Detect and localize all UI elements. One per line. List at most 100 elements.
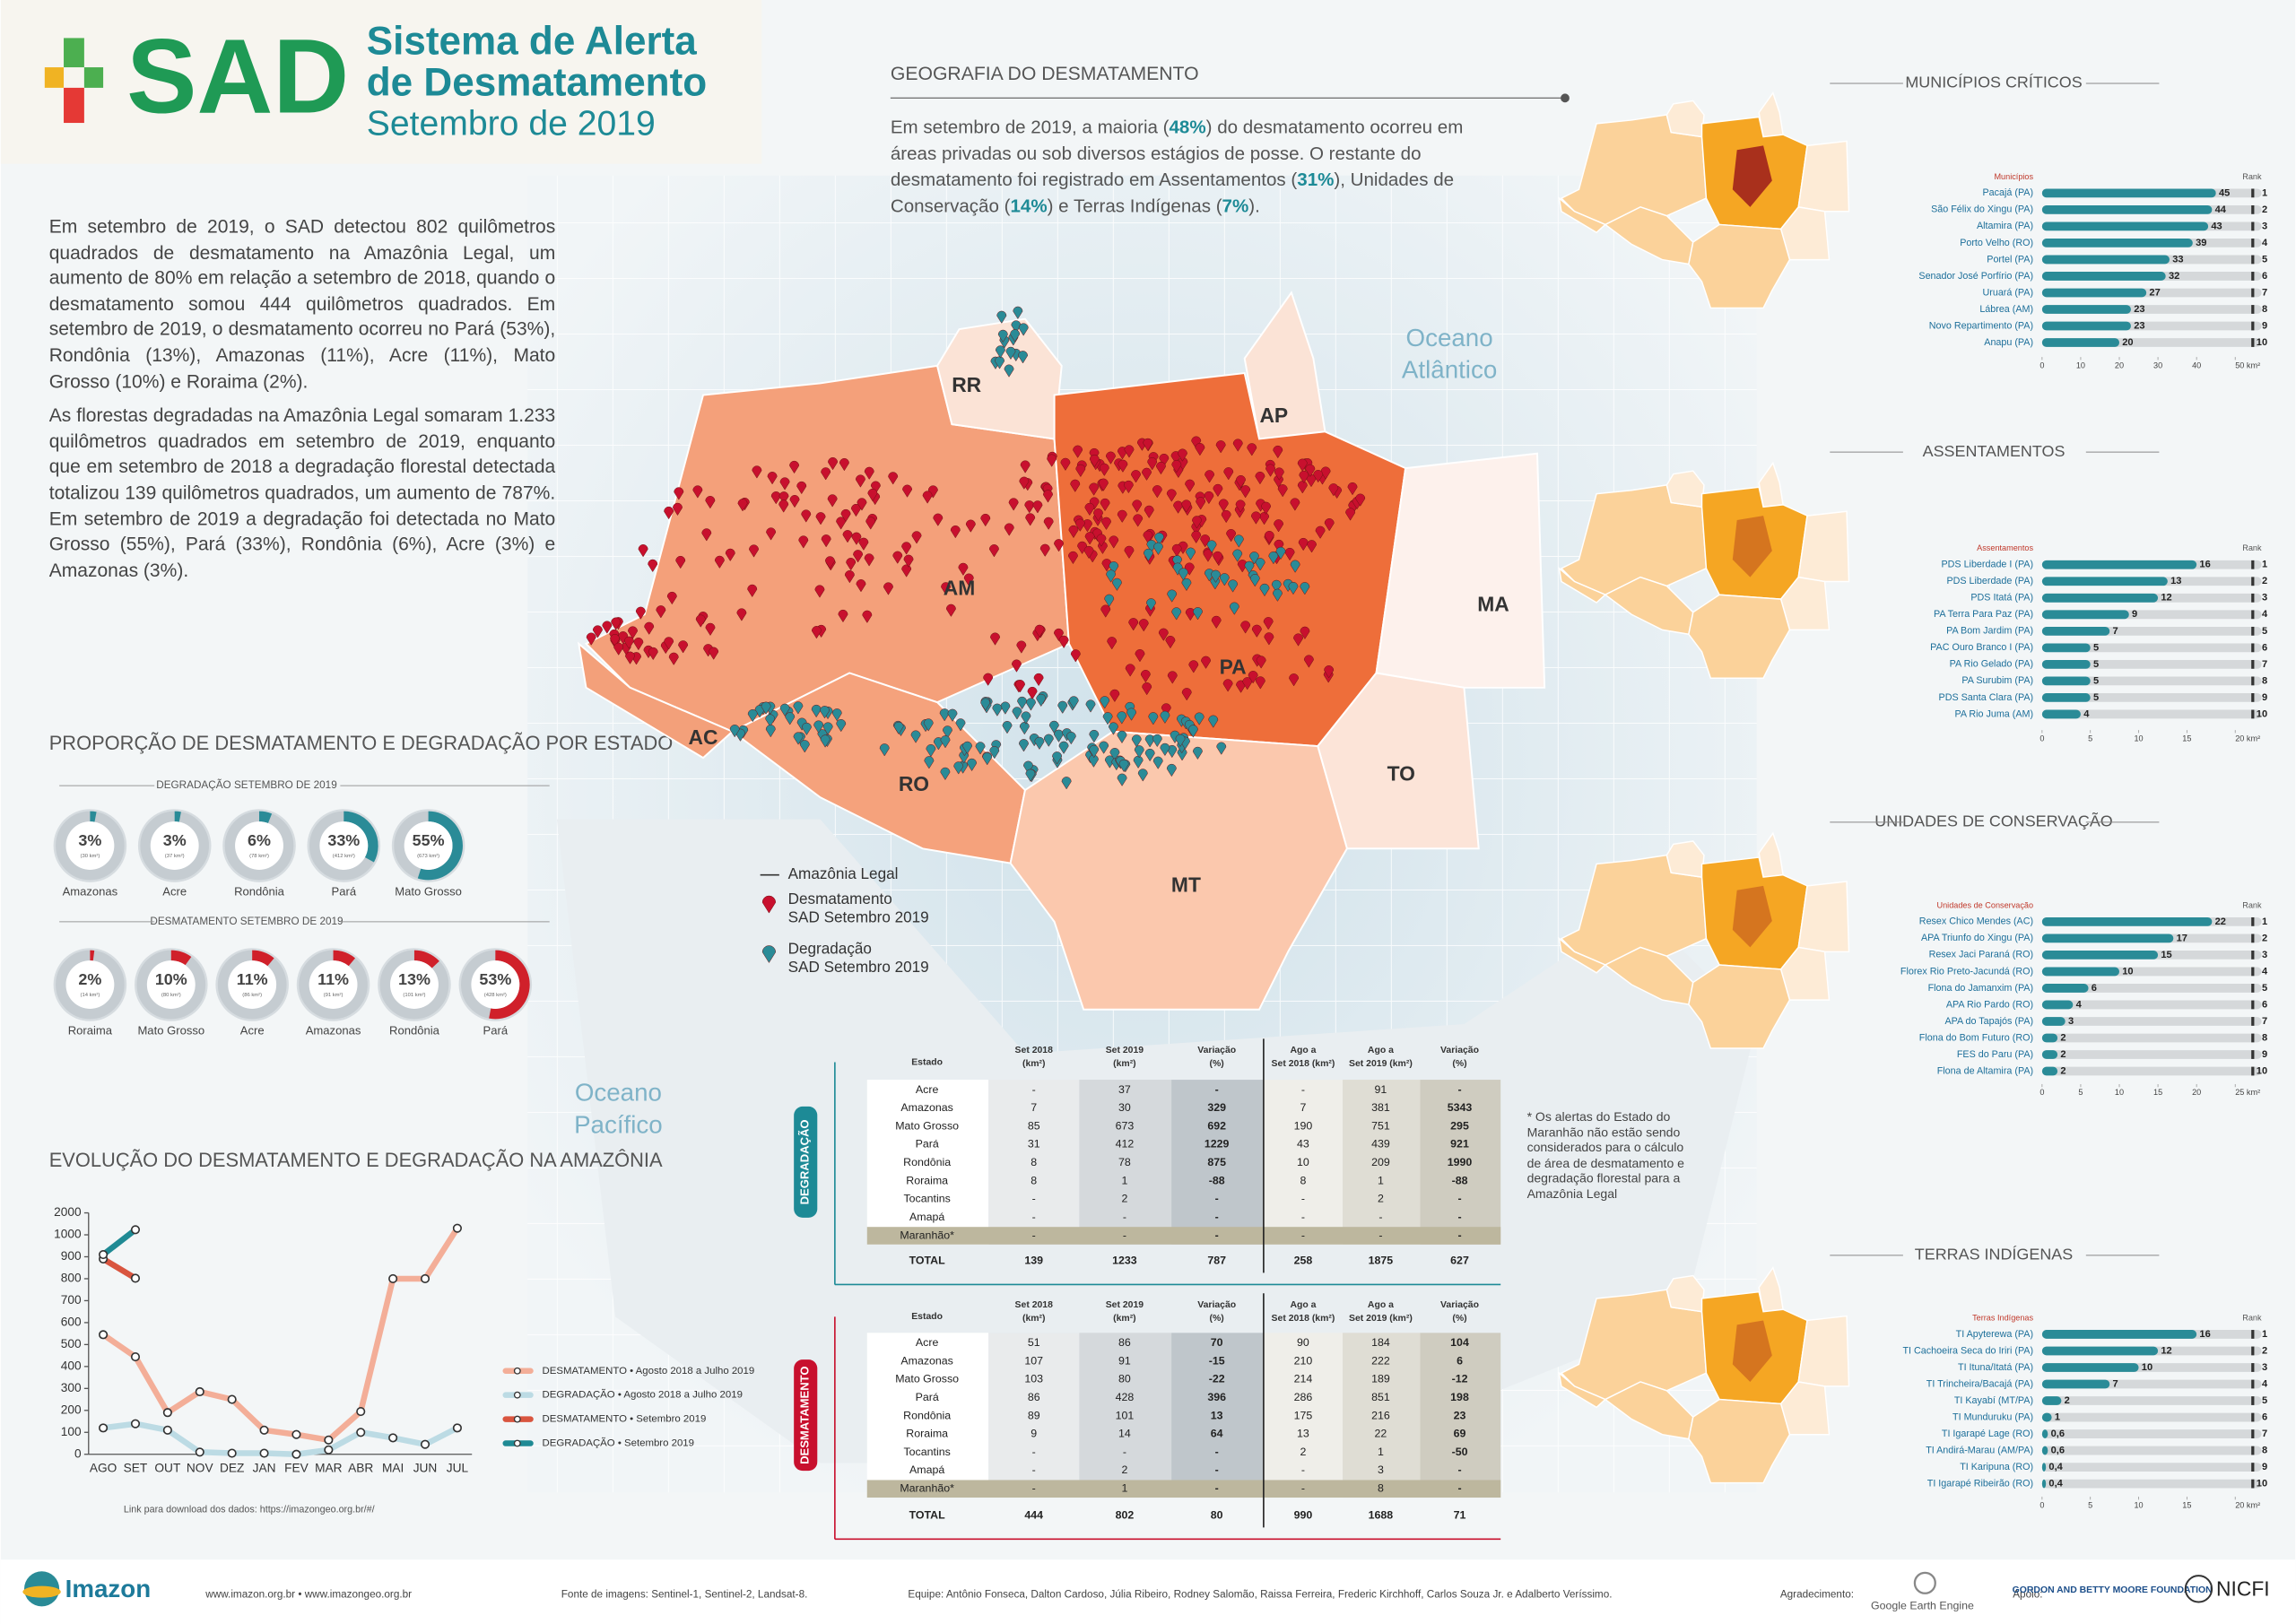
table-cell: 103 <box>1024 1373 1043 1385</box>
rank-box <box>2251 984 2255 993</box>
map-pin <box>648 647 658 661</box>
table-cell: Amapá <box>909 1211 944 1223</box>
x-tick-label: 10 <box>2134 1500 2143 1509</box>
table-cell: 91 <box>1118 1354 1131 1367</box>
map-pin <box>656 605 666 619</box>
table-cell: 80 <box>1118 1373 1131 1385</box>
column-bg <box>1420 1333 1501 1498</box>
category-label: TI Apyterewa (PA) <box>1956 1329 2033 1340</box>
map-pin <box>1117 773 1127 786</box>
map-pin <box>821 467 831 481</box>
legend-dot <box>513 1391 521 1399</box>
donut-area: (91 km²) <box>324 993 344 998</box>
state-label: AP <box>1259 404 1288 427</box>
map-pin <box>737 499 748 512</box>
bar <box>2041 916 2213 926</box>
x-tick-label: 10 <box>2115 1088 2124 1097</box>
table-header: (%) <box>1452 1059 1466 1069</box>
table-cell: - <box>1215 1211 1219 1223</box>
map-pin <box>1166 489 1177 502</box>
bar <box>2041 934 2174 943</box>
donut-center <box>319 821 369 870</box>
logo-green2 <box>83 67 104 88</box>
donut-value: 6% <box>248 831 271 849</box>
map-pin <box>1102 712 1113 725</box>
table-cell: 14 <box>1118 1428 1131 1440</box>
donut-area: (86 km²) <box>242 993 262 998</box>
map-pin <box>1128 618 1139 631</box>
mini-state <box>1688 594 1791 679</box>
map-pin <box>1248 671 1258 684</box>
y-tick-label: 0 <box>74 1446 82 1460</box>
mini-state <box>1604 206 1694 265</box>
value-label: 45 <box>2219 187 2230 198</box>
map-pin <box>1048 720 1059 734</box>
category-label: PAC Ouro Branco I (PA) <box>1930 642 2033 653</box>
table-total: 787 <box>1207 1255 1226 1267</box>
map-pin <box>1215 440 1226 454</box>
rank-box <box>2251 560 2255 569</box>
map-pin <box>933 513 944 526</box>
bar-track <box>2041 1479 2262 1489</box>
donut-area: (14 km²) <box>80 993 100 998</box>
map-pin <box>831 708 842 722</box>
value-label: 23 <box>2134 320 2144 331</box>
donut-center <box>150 821 199 870</box>
table-cell: 692 <box>1207 1119 1226 1132</box>
map-pin <box>1171 543 1182 558</box>
y-tick-label: 100 <box>61 1425 82 1438</box>
category-label: APA do Tapajós (PA) <box>1944 1016 2033 1027</box>
rank-label: 7 <box>2262 1429 2267 1439</box>
map-pin <box>1154 532 1164 546</box>
map-pin <box>1140 670 1151 683</box>
map-pin <box>1142 467 1152 481</box>
chart-note: Link para download dos dados: https://im… <box>124 1505 375 1515</box>
map-pin <box>1307 540 1317 553</box>
table-cell: Amazonas <box>900 1101 952 1114</box>
table-header: Set 2019 (km²) <box>1349 1314 1413 1324</box>
panel-title: UNIDADES DE CONSERVAÇÃO <box>1874 812 2113 830</box>
table-cell: Mato Grosso <box>895 1373 959 1385</box>
table-total: 627 <box>1450 1255 1469 1267</box>
map-pin <box>864 466 874 480</box>
bar-track <box>2041 1412 2262 1422</box>
x-tick-label: 40 <box>2192 360 2201 369</box>
category-label: Porto Velho (RO) <box>1960 238 2033 248</box>
column-bg <box>1342 1080 1421 1245</box>
footer-thanks: Google Earth Engine <box>1871 1600 1974 1612</box>
x-tick-label: 30 <box>2153 360 2162 369</box>
donut-category: Acre <box>162 885 187 899</box>
map-pin <box>796 481 807 495</box>
table-cell: Maranhão* <box>900 1229 954 1241</box>
rank-box <box>2251 305 2255 314</box>
series-line <box>101 1227 137 1257</box>
bar <box>2041 272 2166 281</box>
table-cell: 6 <box>1457 1354 1463 1367</box>
map-pin <box>752 465 762 479</box>
category-label: Pacajá (PA) <box>1983 187 2034 198</box>
bar <box>2041 577 2168 586</box>
point <box>162 1425 172 1435</box>
map-pin <box>1228 579 1239 593</box>
donut-arc <box>258 811 273 824</box>
donut-arc <box>489 950 530 1020</box>
map-pin <box>1221 509 1231 524</box>
value-label: 5 <box>2093 642 2099 653</box>
map-pin <box>1100 604 1111 618</box>
map-pin <box>870 481 881 494</box>
mini-state <box>1797 510 1850 583</box>
table-cell: - <box>1032 1463 1036 1476</box>
donut-value: 53% <box>479 970 511 988</box>
table-header: Ago a <box>1290 1046 1316 1055</box>
category-label: PA Terra Para Paz (PA) <box>1934 609 2033 620</box>
map-pin <box>902 484 913 498</box>
geo-text: Em setembro de 2019, a maioria (48%) do … <box>891 117 1463 217</box>
map-pin <box>1002 721 1013 734</box>
point <box>356 1406 366 1417</box>
bar-track <box>2041 643 2262 653</box>
rank-label: 8 <box>2262 1032 2267 1043</box>
donut-arc <box>333 950 356 967</box>
map-pin <box>1196 497 1206 510</box>
map-pin <box>1233 534 1244 548</box>
table-cell: 101 <box>1116 1409 1135 1421</box>
